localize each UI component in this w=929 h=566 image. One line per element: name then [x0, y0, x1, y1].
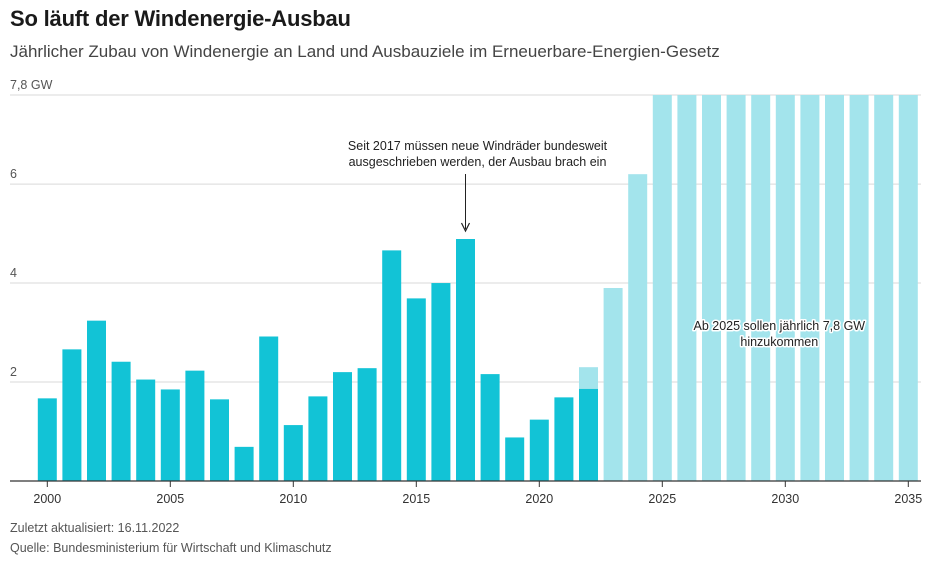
annotation-text: Seit 2017 müssen neue Windräder bundeswe… [348, 139, 608, 153]
actual-bar [357, 368, 377, 481]
actual-bar [210, 399, 229, 481]
target-bar [726, 95, 746, 481]
target-bar [652, 95, 672, 481]
bar-chart: 2 4 6 7,8 GW 2000 2005 2010 2015 2020 2025 2030 203… [10, 78, 922, 506]
y-tick-label: 7,8 GW [10, 78, 53, 92]
target-bar [603, 288, 623, 481]
actual-bar [480, 374, 500, 481]
target-bar [677, 95, 697, 481]
actual-bar [406, 298, 426, 481]
target-bar [849, 95, 869, 481]
x-tick-label: 2015 [402, 492, 430, 506]
annotation-arrowhead [460, 222, 471, 233]
x-tick-label: 2025 [648, 492, 676, 506]
x-tick-label: 2030 [771, 492, 799, 506]
annotation-text: Ab 2025 sollen jährlich 7,8 GW [693, 319, 865, 333]
actual-bar [160, 389, 180, 481]
x-tick-label: 2020 [525, 492, 553, 506]
actual-bar [234, 446, 254, 481]
source-note: Quelle: Bundesministerium für Wirtschaft… [10, 541, 332, 555]
actual-bar [579, 388, 598, 481]
last-updated-note: Zuletzt aktualisiert: 16.11.2022 [10, 521, 180, 535]
target-bar [628, 174, 648, 481]
actual-bar [529, 419, 549, 481]
actual-bar [505, 437, 525, 481]
target-bar [898, 95, 918, 481]
actual-bar [456, 239, 475, 481]
actual-bar [136, 379, 156, 481]
target-bar [702, 95, 721, 481]
target-bar [775, 95, 795, 481]
actual-bar [62, 349, 82, 481]
chart-subtitle: Jährlicher Zubau von Windenergie an Land… [10, 42, 720, 61]
actual-bar [111, 361, 131, 481]
x-tick-label: 2005 [156, 492, 184, 506]
actual-bar [259, 336, 279, 481]
x-tick-label: 2010 [279, 492, 307, 506]
actual-bar [554, 397, 574, 481]
actual-bar [185, 370, 205, 481]
y-tick-label: 6 [10, 167, 17, 181]
actual-bar [37, 398, 57, 481]
actual-bar [87, 320, 106, 481]
target-bar [874, 95, 894, 481]
annotation-text: ausgeschrieben werden, der Ausbau brach … [349, 155, 607, 169]
target-bar [825, 95, 844, 481]
x-tick-label: 2035 [894, 492, 922, 506]
target-bar [800, 95, 820, 481]
annotation-text: hinzukommen [740, 335, 818, 349]
actual-bar [308, 396, 328, 481]
y-tick-label: 4 [10, 266, 17, 280]
actual-bar [283, 425, 303, 481]
actual-bar [333, 372, 352, 481]
actual-bar [382, 250, 402, 481]
actual-bar [431, 283, 451, 481]
target-bar [751, 95, 771, 481]
x-tick-label: 2000 [33, 492, 61, 506]
y-tick-label: 2 [10, 365, 17, 379]
chart-title: So läuft der Windenergie-Ausbau [10, 6, 351, 31]
